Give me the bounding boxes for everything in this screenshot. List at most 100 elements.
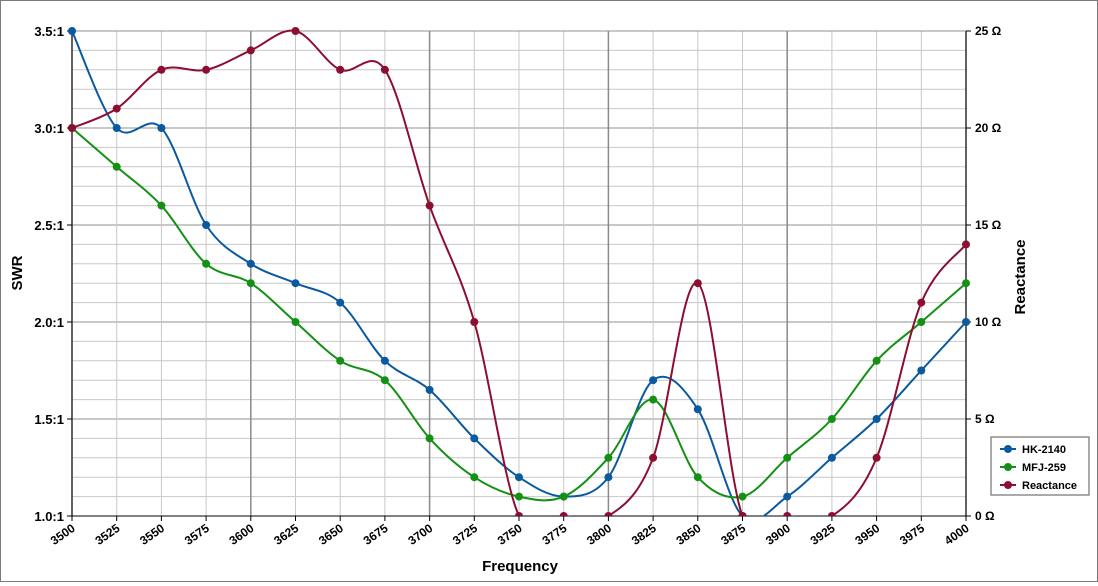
axes	[67, 30, 971, 521]
data-point-hk-2140	[68, 27, 76, 35]
data-point-reactance	[246, 46, 255, 55]
x-axis-title: Frequency	[482, 558, 559, 575]
data-point-hk-2140	[827, 453, 836, 462]
data-point-mfj-259	[515, 492, 523, 501]
x-tick-label: 3975	[897, 521, 927, 548]
x-tick-label: 3900	[763, 521, 793, 548]
x-tick-label: 3550	[137, 521, 167, 548]
data-point-reactance	[515, 512, 523, 516]
data-point-hk-2140	[246, 259, 255, 268]
data-point-reactance	[336, 65, 345, 74]
y-left-tick-label: 3.5:1	[34, 24, 64, 39]
legend-marker-reactance	[1004, 481, 1012, 489]
legend-label-hk-2140: HK-2140	[1022, 444, 1066, 456]
x-tick-label: 3625	[271, 521, 301, 548]
y-right-tick-label: 20 Ω	[975, 121, 1002, 135]
data-point-reactance	[559, 512, 568, 516]
x-tick-label: 3875	[718, 521, 748, 548]
y-left-tick-label: 1.0:1	[34, 509, 64, 524]
legend-label-reactance: Reactance	[1022, 480, 1077, 492]
series	[68, 27, 970, 516]
data-point-hk-2140	[336, 298, 345, 307]
data-point-reactance	[202, 65, 211, 74]
data-point-hk-2140	[783, 492, 792, 501]
data-point-mfj-259	[336, 356, 345, 365]
data-point-mfj-259	[872, 356, 881, 365]
data-point-reactance	[157, 65, 166, 74]
data-point-mfj-259	[202, 259, 211, 268]
y-axis-right-title: Reactance	[1012, 239, 1029, 314]
series-reactance	[68, 27, 970, 516]
x-tick-label: 3575	[182, 521, 212, 548]
data-point-mfj-259	[559, 492, 568, 501]
legend-marker-hk-2140	[1004, 445, 1012, 453]
data-point-reactance	[425, 201, 434, 210]
data-point-reactance	[872, 453, 881, 462]
grid	[71, 30, 967, 517]
y-left-tick-label: 3.0:1	[34, 121, 64, 136]
data-point-reactance	[738, 512, 747, 516]
y-right-tick-label: 25 Ω	[975, 24, 1002, 38]
x-tick-label: 3675	[361, 521, 391, 548]
data-point-hk-2140	[112, 124, 121, 132]
data-point-mfj-259	[962, 279, 970, 288]
data-point-reactance	[112, 104, 121, 113]
data-point-reactance	[649, 453, 658, 462]
x-tick-label: 4000	[942, 521, 972, 548]
x-tick-label: 3850	[674, 521, 704, 548]
y-right-tick-label: 0 Ω	[975, 509, 995, 523]
data-point-hk-2140	[380, 356, 389, 365]
data-point-mfj-259	[380, 376, 389, 385]
x-tick-label: 3750	[495, 521, 525, 548]
y-right-tick-label: 15 Ω	[975, 218, 1002, 232]
data-point-hk-2140	[693, 405, 702, 414]
data-point-mfj-259	[246, 279, 255, 288]
data-point-mfj-259	[917, 318, 926, 326]
legend-label-mfj-259: MFJ-259	[1022, 462, 1066, 474]
data-point-hk-2140	[425, 385, 434, 394]
y-left-tick-label: 2.0:1	[34, 315, 64, 330]
data-point-hk-2140	[157, 124, 166, 132]
y-left-tick-label: 1.5:1	[34, 412, 64, 427]
data-point-hk-2140	[515, 473, 523, 482]
legend-marker-mfj-259	[1004, 463, 1012, 471]
data-point-reactance	[291, 27, 300, 35]
x-tick-label: 3500	[48, 521, 78, 548]
y-left-tick-label: 2.5:1	[34, 218, 64, 233]
data-point-hk-2140	[917, 366, 926, 375]
data-point-reactance	[380, 65, 389, 74]
data-point-mfj-259	[425, 434, 434, 443]
x-tick-label: 3950	[852, 521, 882, 548]
data-point-mfj-259	[157, 201, 166, 210]
series-mfj-259	[68, 124, 970, 502]
data-point-reactance	[827, 512, 836, 516]
data-point-mfj-259	[649, 395, 658, 404]
data-point-mfj-259	[827, 415, 836, 423]
data-point-mfj-259	[738, 492, 747, 501]
data-point-reactance	[917, 298, 926, 307]
y-axis-left-title: SWR	[9, 255, 26, 290]
data-point-mfj-259	[291, 318, 300, 326]
x-tick-label: 3775	[540, 521, 570, 548]
data-point-hk-2140	[202, 221, 211, 229]
data-point-mfj-259	[783, 453, 792, 462]
x-tick-label: 3650	[316, 521, 346, 548]
x-tick-label: 3925	[808, 521, 838, 548]
data-point-reactance	[68, 124, 76, 132]
x-tick-label: 3725	[450, 521, 480, 548]
data-point-hk-2140	[962, 318, 970, 326]
data-point-reactance	[604, 512, 613, 516]
x-tick-label: 3825	[629, 521, 659, 548]
data-point-hk-2140	[470, 434, 479, 443]
data-point-hk-2140	[872, 415, 881, 423]
data-point-reactance	[693, 279, 702, 288]
data-point-reactance	[470, 318, 479, 326]
data-point-reactance	[783, 512, 792, 516]
data-point-mfj-259	[604, 453, 613, 462]
data-point-hk-2140	[291, 279, 300, 288]
y-right-tick-label: 5 Ω	[975, 412, 995, 426]
data-point-mfj-259	[693, 473, 702, 482]
data-point-mfj-259	[470, 473, 479, 482]
data-point-hk-2140	[604, 473, 613, 482]
